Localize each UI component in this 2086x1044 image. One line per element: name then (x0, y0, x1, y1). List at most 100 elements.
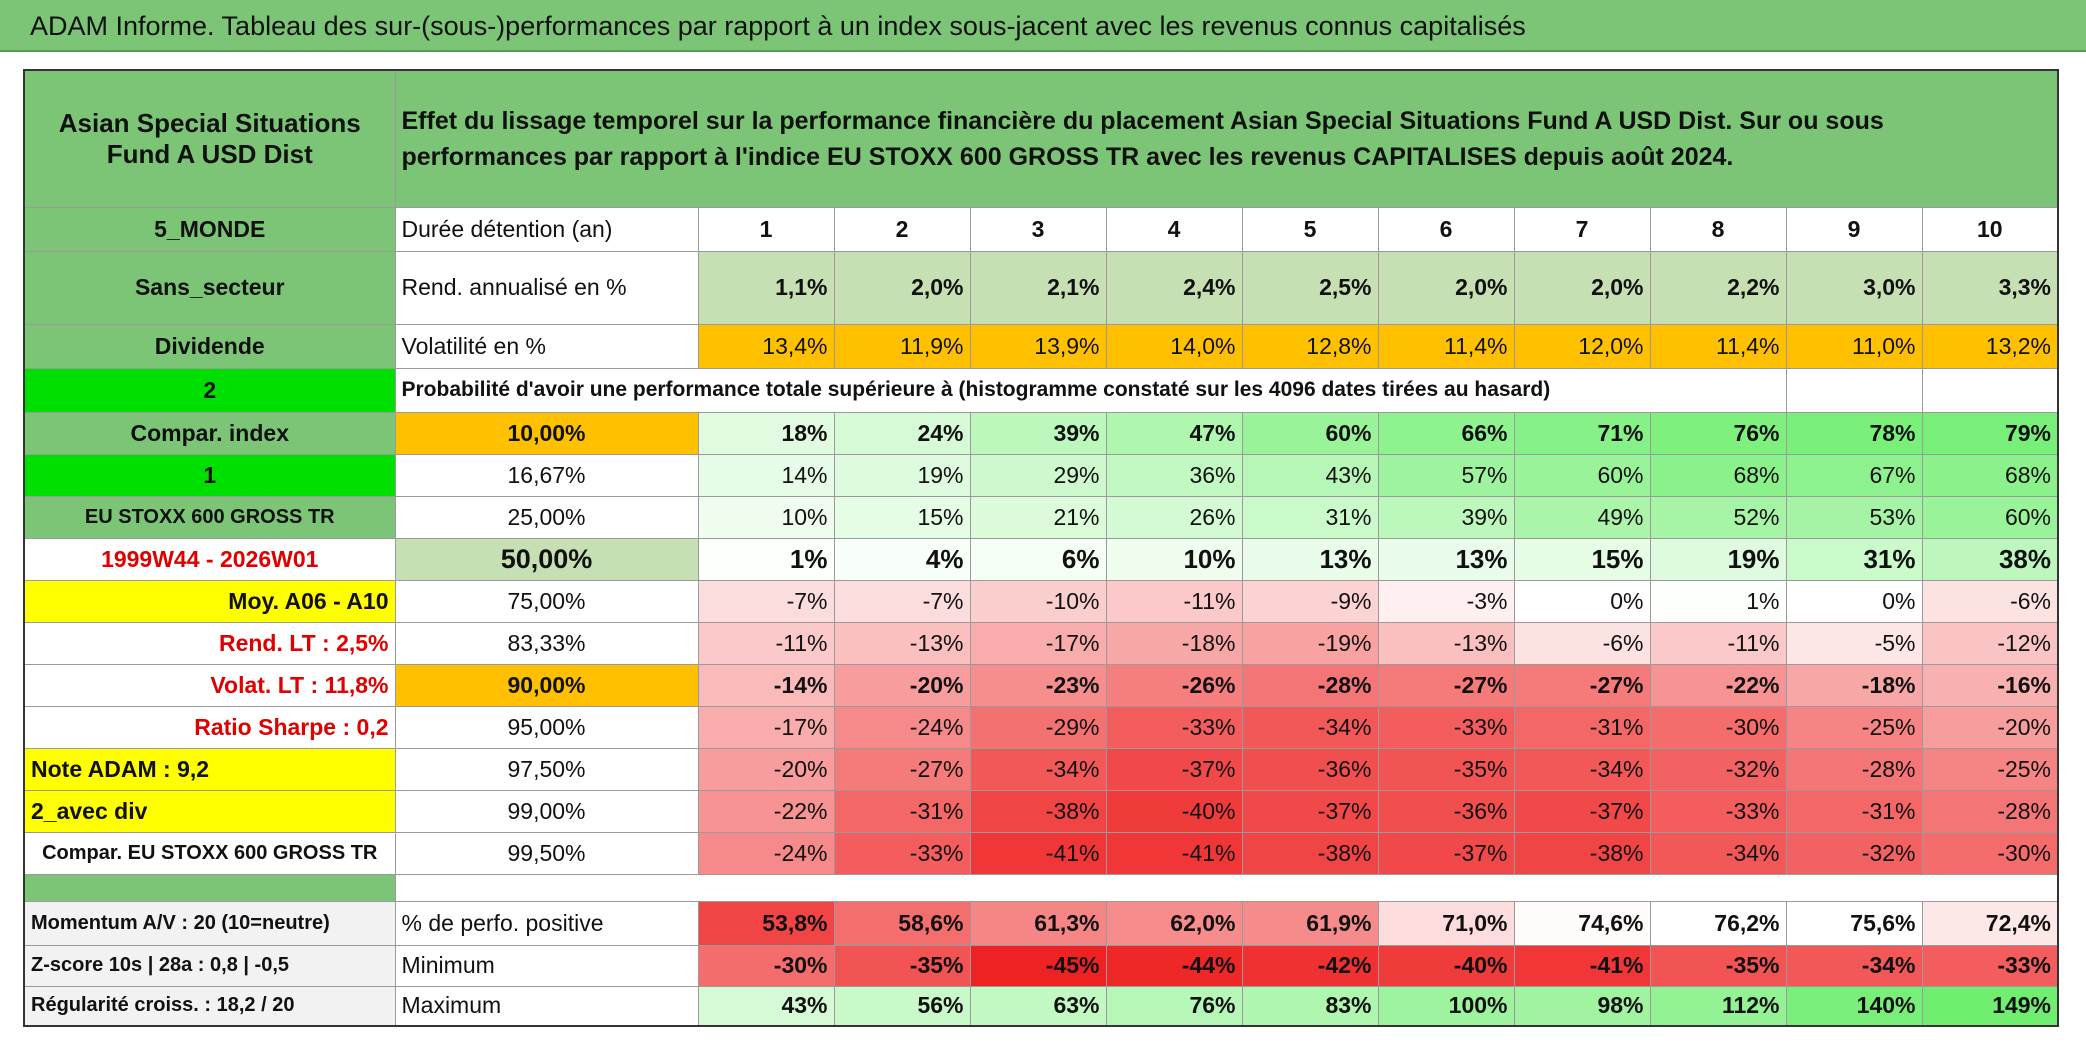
value-cell: -26% (1105, 663, 1243, 707)
value-cell: -24% (697, 831, 835, 875)
row-caption: 75,00% (394, 579, 699, 623)
value-cell: 13,2% (1921, 323, 2059, 369)
data-row: Momentum A/V : 20 (10=neutre)% de perfo.… (23, 900, 2059, 946)
value-cell: 0% (1785, 579, 1923, 623)
value-cell: -33% (1921, 944, 2059, 987)
row-label: Ratio Sharpe : 0,2 (23, 705, 396, 749)
data-row: 1999W44 - 2026W01 50,00% 1% 4% 6% 10% 13% 13% 15… (23, 537, 2059, 581)
value-cell: 43% (1241, 453, 1379, 497)
value-cell: -31% (833, 789, 971, 833)
value-cell: -29% (969, 705, 1107, 749)
data-row: Compar. EU STOXX 600 GROSS TR 99,50% -24% -… (23, 831, 2059, 875)
value-cell: -41% (1513, 944, 1651, 987)
value-cell: -17% (969, 621, 1107, 665)
value-cell: -41% (969, 831, 1107, 875)
value-cell: 38% (1921, 537, 2059, 581)
value-cell: 60% (1921, 495, 2059, 539)
value-cell: 74,6% (1513, 900, 1651, 946)
row-caption: Maximum (394, 985, 699, 1027)
value-cell: -40% (1377, 944, 1515, 987)
value-cell: 68% (1649, 453, 1787, 497)
row-caption: 10,00% (394, 411, 699, 455)
value-cell: -11% (1649, 621, 1787, 665)
value-cell: -30% (1649, 705, 1787, 749)
value-cell: 98% (1513, 985, 1651, 1027)
value-cell: 9 (1785, 206, 1923, 252)
row-caption: 90,00% (394, 663, 699, 707)
value-cell: 14,0% (1105, 323, 1243, 369)
value-cell: 75,6% (1785, 900, 1923, 946)
value-cell: -33% (1105, 705, 1243, 749)
value-cell: -28% (1921, 789, 2059, 833)
row-caption: 99,00% (394, 789, 699, 833)
row-label: Momentum A/V : 20 (10=neutre) (23, 900, 396, 946)
data-row: Sans_secteur Rend. annualisé en % 1,1% 2,0%… (23, 250, 2059, 325)
value-cell: 13,4% (697, 323, 835, 369)
value-cell: -35% (1649, 944, 1787, 987)
value-cell: 12,8% (1241, 323, 1379, 369)
value-cell: 56% (833, 985, 971, 1027)
value-cell: 2,0% (833, 250, 971, 325)
value-cell: 49% (1513, 495, 1651, 539)
value-cell: -27% (1377, 663, 1515, 707)
value-cell: -28% (1785, 747, 1923, 791)
value-cell: -34% (1649, 831, 1787, 875)
value-cell: 24% (833, 411, 971, 455)
data-row: Moy. A06 - A10 75,00% -7% -7% -10% -11% -9% -3%… (23, 579, 2059, 623)
value-cell: 8 (1649, 206, 1787, 252)
data-row: Volat. LT : 11,8% 90,00% -14% -20% -23% -26% -… (23, 663, 2059, 707)
value-cell: -34% (969, 747, 1107, 791)
value-cell: -11% (1105, 579, 1243, 623)
value-cell: 2,5% (1241, 250, 1379, 325)
value-cell: 149% (1921, 985, 2059, 1027)
value-cell: 4 (1105, 206, 1243, 252)
value-cell: 66% (1377, 411, 1515, 455)
value-cell: -23% (969, 663, 1107, 707)
value-cell: 21% (969, 495, 1107, 539)
value-cell: 13% (1241, 537, 1379, 581)
value-cell: -17% (697, 705, 835, 749)
value-cell: -37% (1241, 789, 1379, 833)
value-cell: 1% (697, 537, 835, 581)
value-cell: 11,4% (1377, 323, 1515, 369)
value-cell: -6% (1921, 579, 2059, 623)
data-row: Ratio Sharpe : 0,2 95,00% -17% -24% -29% -33%… (23, 705, 2059, 749)
value-cell: 71% (1513, 411, 1651, 455)
value-cell: -30% (1921, 831, 2059, 875)
value-cell: 61,3% (969, 900, 1107, 946)
value-cell: 13,9% (969, 323, 1107, 369)
value-cell: -40% (1105, 789, 1243, 833)
value-cell: 1 (697, 206, 835, 252)
value-cell: 2,1% (969, 250, 1107, 325)
row-label: Régularité croiss. : 18,2 / 20 (23, 985, 396, 1027)
value-cell: -5% (1785, 621, 1923, 665)
value-cell: 68% (1921, 453, 2059, 497)
value-cell: -38% (1513, 831, 1651, 875)
row-caption: Rend. annualisé en % (394, 250, 699, 325)
value-cell: -37% (1513, 789, 1651, 833)
value-cell: 0% (1513, 579, 1651, 623)
data-row: 2_avec div 99,00% -22% -31% -38% -40% -37% -36%… (23, 789, 2059, 833)
title-bar: ADAM Informe. Tableau des sur-(sous-)per… (0, 0, 2086, 52)
row-label: 2_avec div (23, 789, 396, 833)
value-cell: 31% (1785, 537, 1923, 581)
value-cell: 47% (1105, 411, 1243, 455)
value-cell: 76,2% (1649, 900, 1787, 946)
value-cell: -11% (697, 621, 835, 665)
data-row: Dividende Volatilité en % 13,4% 11,9% 13,9% 1… (23, 323, 2059, 369)
value-cell: 62,0% (1105, 900, 1243, 946)
row-label: Compar. EU STOXX 600 GROSS TR (23, 831, 396, 875)
spacer-cell (23, 873, 396, 902)
value-cell: 78% (1785, 411, 1923, 455)
row-caption: 97,50% (394, 747, 699, 791)
value-cell: 61,9% (1241, 900, 1379, 946)
value-cell: 53% (1785, 495, 1923, 539)
value-cell: 140% (1785, 985, 1923, 1027)
value-cell: -19% (1241, 621, 1379, 665)
value-cell: -42% (1241, 944, 1379, 987)
value-cell: 14% (697, 453, 835, 497)
value-cell: -35% (1377, 747, 1515, 791)
data-row: Z-score 10s | 28a : 0,8 | -0,5 Minimum -30… (23, 944, 2059, 987)
value-cell: -33% (833, 831, 971, 875)
